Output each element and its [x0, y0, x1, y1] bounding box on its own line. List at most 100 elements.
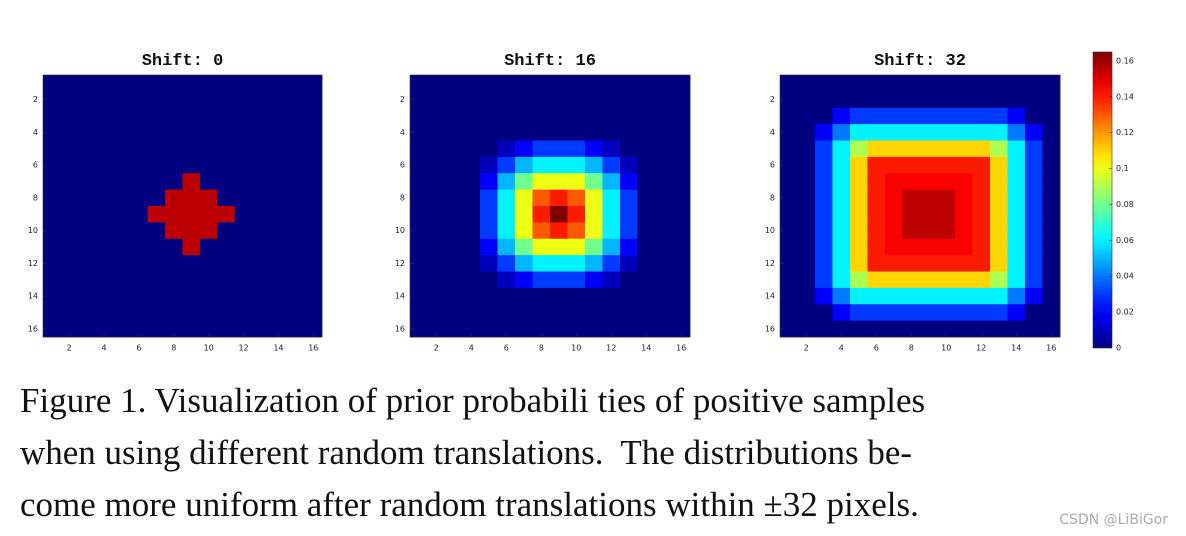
heat-cell: [60, 156, 79, 174]
heat-cell: [234, 271, 253, 289]
heat-cell: [445, 238, 463, 256]
heat-cell: [937, 173, 956, 191]
heat-cell: [269, 189, 288, 207]
heat-cell: [637, 304, 656, 322]
heat-cell: [217, 107, 236, 125]
heat-cell: [77, 124, 96, 141]
heat-cell: [182, 75, 201, 92]
heat-cell: [217, 222, 236, 240]
heat-cell: [462, 238, 481, 256]
heat-cell: [147, 140, 166, 158]
heat-cell: [445, 222, 463, 240]
heat-cell: [902, 304, 921, 322]
heat-cell: [497, 238, 516, 256]
heat-cell: [515, 107, 533, 125]
heat-cell: [567, 287, 586, 305]
heat-cell: [445, 91, 463, 109]
heat-cell: [480, 156, 498, 174]
heat-cell: [637, 156, 656, 174]
heat-cell: [832, 238, 851, 256]
heat-cell: [515, 206, 533, 223]
heat-cell: [43, 287, 61, 305]
heat-cell: [304, 173, 323, 191]
colorbar-tick-label: 0.08: [1116, 200, 1134, 209]
x-tick-label: 14: [273, 344, 283, 353]
heat-cell: [147, 91, 166, 109]
heat-cell: [532, 173, 551, 191]
heat-cell: [1007, 124, 1026, 141]
x-tick-label: 8: [171, 344, 176, 353]
heat-cell: [832, 320, 851, 338]
heat-cell: [252, 156, 271, 174]
heat-cell: [182, 271, 201, 289]
colorbar-tick-label: 0.12: [1116, 128, 1134, 137]
heat-cell: [885, 271, 903, 289]
heat-cell: [797, 222, 816, 240]
heat-cell: [182, 320, 201, 338]
heat-cell: [532, 255, 551, 272]
heat-cell: [920, 287, 938, 305]
heat-cell: [165, 255, 183, 272]
heat-cell: [920, 124, 938, 141]
heat-cell: [1025, 320, 1043, 338]
heat-cell: [427, 320, 446, 338]
heat-cell: [797, 173, 816, 191]
heat-cell: [77, 287, 96, 305]
heat-cell: [602, 140, 621, 158]
heat-cell: [885, 189, 903, 207]
x-tick-label: 12: [238, 344, 248, 353]
heat-cell: [182, 222, 201, 240]
heat-cell: [497, 75, 516, 92]
heat-cell: [585, 75, 603, 92]
heat-cell: [1042, 287, 1061, 305]
heat-cell: [832, 91, 851, 109]
heat-cell: [850, 304, 868, 322]
heat-cell: [832, 156, 851, 174]
heat-cell: [850, 189, 868, 207]
heat-cell: [780, 124, 798, 141]
heat-cell: [655, 320, 673, 338]
heat-cell: [1007, 140, 1026, 158]
x-tick-label: 4: [469, 344, 474, 353]
heat-cell: [920, 222, 938, 240]
heat-cell: [147, 156, 166, 174]
heat-cell: [182, 91, 201, 109]
heat-cell: [937, 255, 956, 272]
heat-cell: [1007, 173, 1026, 191]
heat-cell: [585, 238, 603, 256]
heat-cell: [620, 91, 638, 109]
heat-cell: [585, 271, 603, 289]
heat-cell: [252, 124, 271, 141]
heat-cell: [269, 271, 288, 289]
heat-cell: [43, 91, 61, 109]
heat-cell: [655, 238, 673, 256]
heat-cell: [920, 255, 938, 272]
heat-cell: [797, 238, 816, 256]
heat-cell: [920, 107, 938, 125]
heat-cell: [60, 255, 79, 272]
heat-cell: [427, 304, 446, 322]
heat-cell: [95, 107, 114, 125]
heat-cell: [815, 271, 833, 289]
heat-cell: [815, 238, 833, 256]
x-tick-label: 6: [874, 344, 879, 353]
heat-cell: [77, 271, 96, 289]
heat-cell: [585, 189, 603, 207]
heat-cell: [532, 75, 551, 92]
heat-cell: [567, 107, 586, 125]
colorbar: [1092, 51, 1113, 349]
heat-cell: [252, 107, 271, 125]
heat-cell: [990, 320, 1008, 338]
heat-cell: [165, 140, 183, 158]
heat-cell: [112, 156, 131, 174]
heat-cell: [95, 189, 114, 207]
heat-cell: [1007, 75, 1026, 92]
heat-cell: [867, 206, 886, 223]
heat-cell: [95, 271, 114, 289]
heat-cell: [815, 320, 833, 338]
heat-cell: [655, 75, 673, 92]
heat-cell: [304, 271, 323, 289]
heat-cell: [602, 189, 621, 207]
heat-cell: [672, 304, 691, 322]
heat-cell: [902, 206, 921, 223]
